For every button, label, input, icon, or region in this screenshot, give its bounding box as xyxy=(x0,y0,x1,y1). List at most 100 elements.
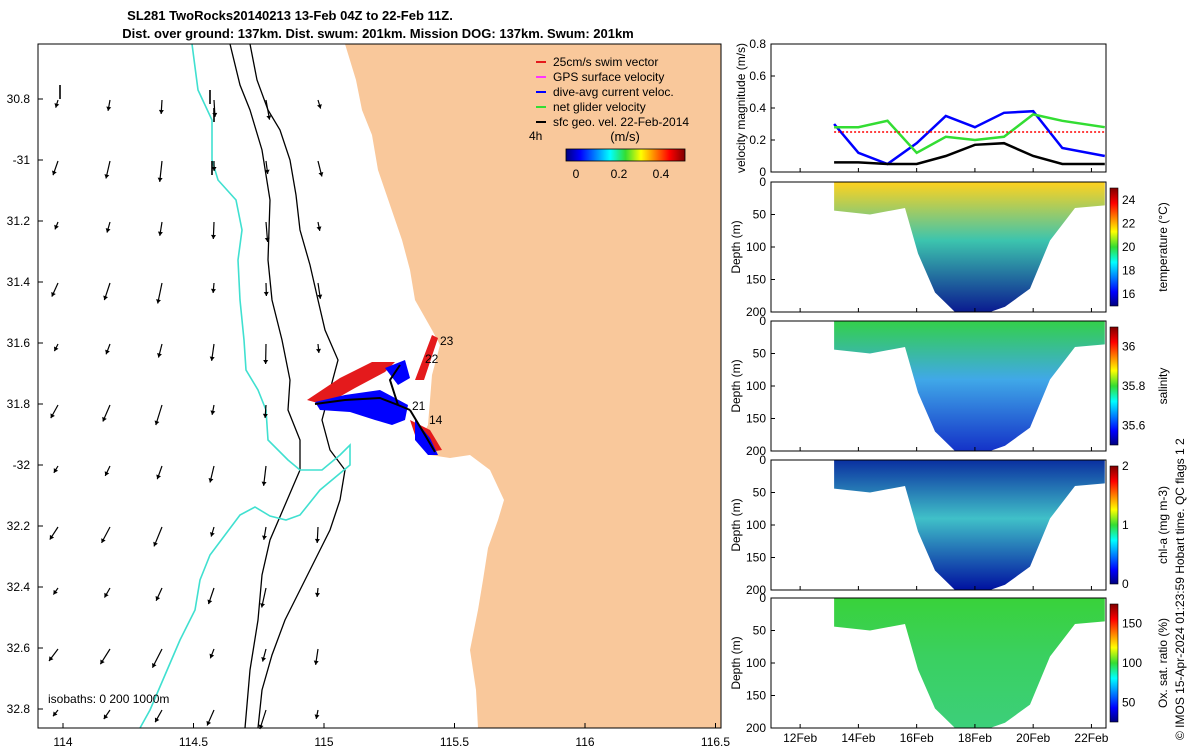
colorbar-tick-label: 2 xyxy=(1122,459,1129,473)
map-ytick-label: 31.6 xyxy=(7,336,31,350)
depth-ytick-label: 100 xyxy=(746,656,766,670)
track-line-black xyxy=(314,364,436,453)
date-tick-label: 12Feb xyxy=(783,731,817,745)
velocity-ytick-label: 0.6 xyxy=(749,69,766,83)
depth-ytick-label: 150 xyxy=(746,689,766,703)
profile-panel: 0 50 100 150 200 Depth (m) 0 1 2 chl-a (mg m-3) xyxy=(729,453,1170,597)
legend-entry: sfc geo. vel. 22-Feb-2014 xyxy=(553,115,689,129)
colorbar-tick-0: 0 xyxy=(573,167,580,181)
velocity-arrow-head xyxy=(317,294,323,299)
surface-velocity-arrows xyxy=(48,85,324,730)
velocity-arrow-head xyxy=(100,659,105,665)
velocity-arrow-head xyxy=(313,660,319,665)
profile-colorbar xyxy=(1109,465,1119,585)
map-xtick-label: 114.5 xyxy=(179,735,208,749)
velocity-arrow-head xyxy=(103,295,108,301)
map-ytick-label: -31 xyxy=(13,153,31,167)
depth-ytick-label: 200 xyxy=(746,721,766,735)
colorbar-tick-label: 1 xyxy=(1122,518,1129,532)
velocity-arrow-head xyxy=(154,420,160,426)
velocity-arrow-head xyxy=(210,410,216,415)
velocity-arrow-head xyxy=(153,541,158,547)
colorbar-tick-1: 0.2 xyxy=(611,167,628,181)
velocity-arrow-head xyxy=(315,592,320,597)
colorbar-tick-label: 18 xyxy=(1122,264,1136,278)
velocity-arrow-head xyxy=(157,177,163,182)
velocity-arrow-head xyxy=(260,603,266,608)
colorbar-tick-label: 16 xyxy=(1122,287,1136,301)
velocity-arrow-head xyxy=(104,592,109,598)
colorbar-label: chl-a (mg m-3) xyxy=(1156,486,1170,564)
velocity-arrow-head xyxy=(314,538,320,543)
depth-ytick-label: 0 xyxy=(759,175,766,189)
velocity-series-line xyxy=(834,141,1105,166)
colorbar-tick-2: 0.4 xyxy=(653,167,670,181)
map-ytick-label: 32.4 xyxy=(7,580,31,594)
velocity-arrow-head xyxy=(53,346,59,352)
velocity-arrow-head xyxy=(54,224,59,230)
copyright-label: © IMOS 15-Apr-2024 01:23:59 Hobart time.… xyxy=(1173,438,1187,740)
velocity-arrow-head xyxy=(264,169,270,174)
velocity-arrow-head xyxy=(316,226,322,231)
velocity-arrow-head xyxy=(209,653,215,659)
velocity-arrow-head xyxy=(261,657,267,662)
map-ytick-label: 32.8 xyxy=(7,702,31,716)
map-ytick-label: -32 xyxy=(13,458,31,472)
velocity-arrow-head xyxy=(102,416,107,422)
velocity-arrow-head xyxy=(49,534,55,540)
profile-colorbar xyxy=(1109,187,1119,307)
colorbar-label: Ox. sat. ratio (%) xyxy=(1156,618,1170,708)
profile-section xyxy=(834,460,1105,590)
velocity-arrow-head xyxy=(53,711,58,717)
velocity-arrow-head xyxy=(262,535,267,540)
velocity-arrow-head xyxy=(105,349,110,355)
colorbar-tick-label: 36 xyxy=(1122,340,1136,354)
isobath-0 xyxy=(139,44,351,728)
depth-ytick-label: 0 xyxy=(759,314,766,328)
track-label-23: 23 xyxy=(440,334,454,348)
colorbar-tick-label: 0 xyxy=(1122,577,1129,591)
velocity-arrow-head xyxy=(51,292,56,297)
profile-panel: 0 50 100 150 200 Depth (m) 50 100 150 Ox. sat. ra… xyxy=(729,591,1170,735)
track-label-22: 22 xyxy=(425,352,439,366)
velocity-arrow-head xyxy=(105,228,111,233)
colorbar-tick-label: 22 xyxy=(1122,216,1136,230)
profile-panel: 0 50 100 150 200 Depth (m) 35.6 35.8 36 salinity xyxy=(729,314,1170,458)
glider-track: 23 22 21 14 xyxy=(307,334,454,455)
velocity-arrow-head xyxy=(264,237,270,242)
map-xtick-label: 116 xyxy=(575,735,594,749)
velocity-arrow-head xyxy=(156,474,161,480)
velocity-arrow-head xyxy=(101,538,106,543)
chart-title: SL281 TwoRocks20140213 13-Feb 04Z to 22-… xyxy=(127,8,453,23)
velocity-arrow-head xyxy=(53,468,59,473)
velocity-arrow-head xyxy=(54,103,60,108)
track-current-blue xyxy=(315,360,438,455)
velocity-arrow-head xyxy=(209,356,215,361)
colorbar-tick-label: 35.8 xyxy=(1122,379,1146,393)
velocity-arrow-head xyxy=(262,413,268,418)
date-tick-label: 18Feb xyxy=(958,731,992,745)
map-frame xyxy=(37,43,722,729)
velocity-ytick-label: 0 xyxy=(759,165,766,179)
depth-ytick-label: 150 xyxy=(746,551,766,565)
legend-entry: GPS surface velocity xyxy=(553,70,664,84)
map-xtick-label: 115 xyxy=(314,735,333,749)
depth-ytick-label: 100 xyxy=(746,379,766,393)
velocity-arrow-head xyxy=(210,288,216,293)
velocity-arrow-head xyxy=(152,663,157,668)
velocity-arrow-head xyxy=(158,109,164,114)
colorbar-tick-label: 35.6 xyxy=(1122,418,1146,432)
depth-ylabel: Depth (m) xyxy=(729,359,743,412)
date-tick-label: 20Feb xyxy=(1016,731,1050,745)
map-ytick-label: 32.6 xyxy=(7,641,31,655)
map-ytick-label: 32.2 xyxy=(7,519,31,533)
velocity-arrow-head xyxy=(157,353,162,358)
profile-section xyxy=(834,182,1105,312)
depth-ytick-label: 50 xyxy=(753,347,767,361)
velocity-ytick-label: 0.8 xyxy=(749,37,766,51)
colorbar-tick-label: 24 xyxy=(1122,193,1136,207)
colorbar-label: temperature (°C) xyxy=(1156,202,1170,292)
map-ytick-label: 31.8 xyxy=(7,397,31,411)
